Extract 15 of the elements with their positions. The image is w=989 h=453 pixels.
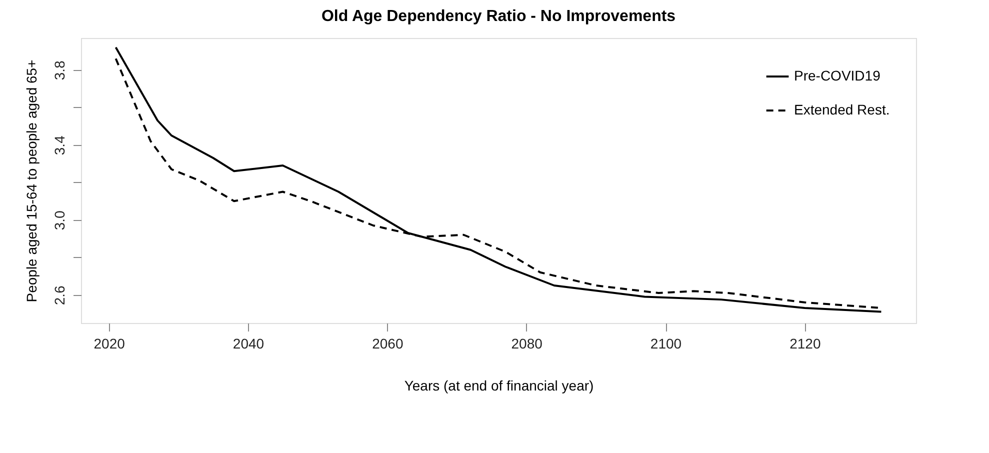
y-tick-label: 3.0: [52, 210, 68, 230]
x-tick-label: 2080: [511, 336, 543, 352]
y-tick-label: 2.6: [52, 285, 68, 306]
legend-label: Pre-COVID19: [794, 68, 881, 84]
y-axis-title: People aged 15-64 to people aged 65+: [24, 60, 40, 302]
y-tick-label: 3.8: [52, 60, 68, 80]
chart-title: Old Age Dependency Ratio - No Improvements: [321, 8, 676, 25]
x-tick-label: 2060: [372, 336, 404, 352]
legend-label: Extended Rest.: [794, 102, 890, 118]
x-tick-label: 2040: [232, 336, 264, 352]
x-tick-label: 2020: [94, 336, 126, 352]
x-axis-title: Years (at end of financial year): [404, 378, 594, 394]
y-tick-label: 3.4: [52, 135, 68, 156]
x-tick-label: 2100: [650, 336, 682, 352]
x-tick-label: 2120: [790, 336, 821, 352]
